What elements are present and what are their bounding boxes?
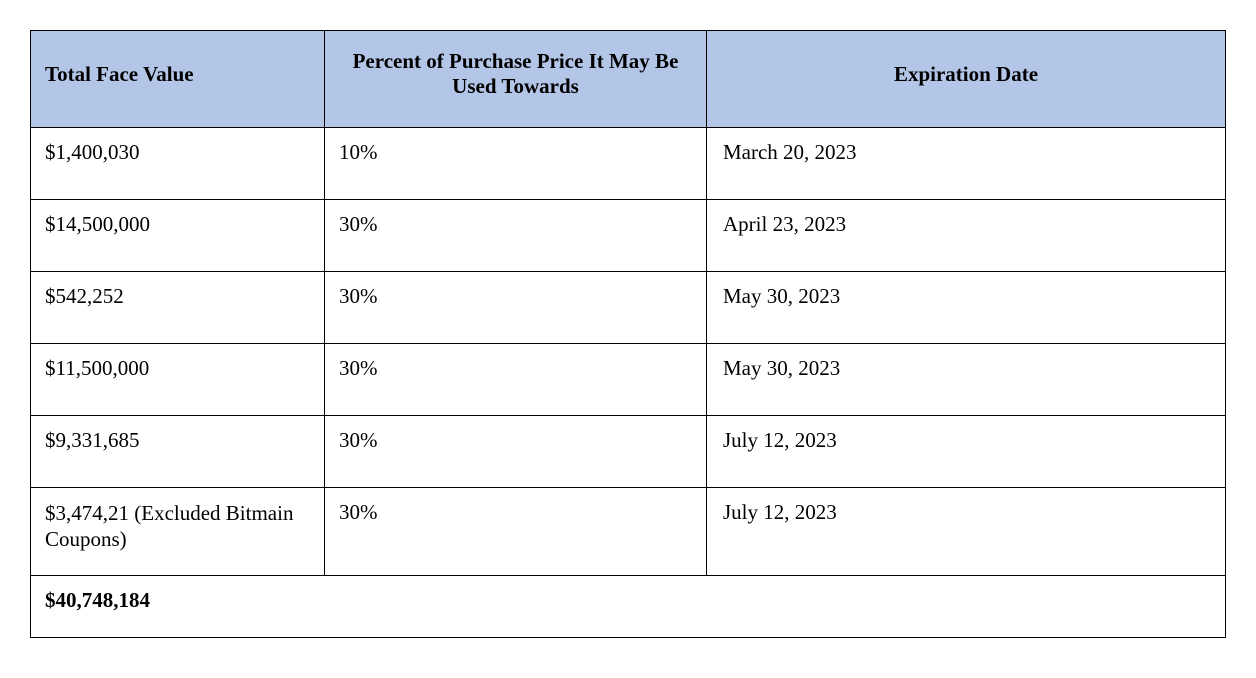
cell-expiration: May 30, 2023 [707, 272, 1226, 344]
coupon-table: Total Face Value Percent of Purchase Pri… [30, 30, 1226, 638]
cell-face-value: $542,252 [31, 272, 325, 344]
cell-percent: 30% [325, 488, 707, 576]
cell-expiration: April 23, 2023 [707, 200, 1226, 272]
cell-percent: 10% [325, 128, 707, 200]
table-total-row: $40,748,184 [31, 575, 1226, 637]
cell-face-value: $14,500,000 [31, 200, 325, 272]
cell-expiration: March 20, 2023 [707, 128, 1226, 200]
cell-expiration: July 12, 2023 [707, 488, 1226, 576]
cell-percent: 30% [325, 416, 707, 488]
cell-percent: 30% [325, 344, 707, 416]
cell-face-value: $3,474,21 (Excluded Bitmain Coupons) [31, 488, 325, 576]
table-row: $3,474,21 (Excluded Bitmain Coupons) 30%… [31, 488, 1226, 576]
cell-face-value: $11,500,000 [31, 344, 325, 416]
cell-percent: 30% [325, 272, 707, 344]
cell-expiration: May 30, 2023 [707, 344, 1226, 416]
table-row: $14,500,000 30% April 23, 2023 [31, 200, 1226, 272]
cell-face-value: $1,400,030 [31, 128, 325, 200]
cell-expiration: July 12, 2023 [707, 416, 1226, 488]
header-expiration: Expiration Date [707, 31, 1226, 128]
cell-percent: 30% [325, 200, 707, 272]
table-row: $11,500,000 30% May 30, 2023 [31, 344, 1226, 416]
cell-face-value: $9,331,685 [31, 416, 325, 488]
table-header-row: Total Face Value Percent of Purchase Pri… [31, 31, 1226, 128]
table-row: $1,400,030 10% March 20, 2023 [31, 128, 1226, 200]
cell-total: $40,748,184 [31, 575, 1226, 637]
header-percent: Percent of Purchase Price It May Be Used… [325, 31, 707, 128]
header-face-value: Total Face Value [31, 31, 325, 128]
table-row: $542,252 30% May 30, 2023 [31, 272, 1226, 344]
table-row: $9,331,685 30% July 12, 2023 [31, 416, 1226, 488]
